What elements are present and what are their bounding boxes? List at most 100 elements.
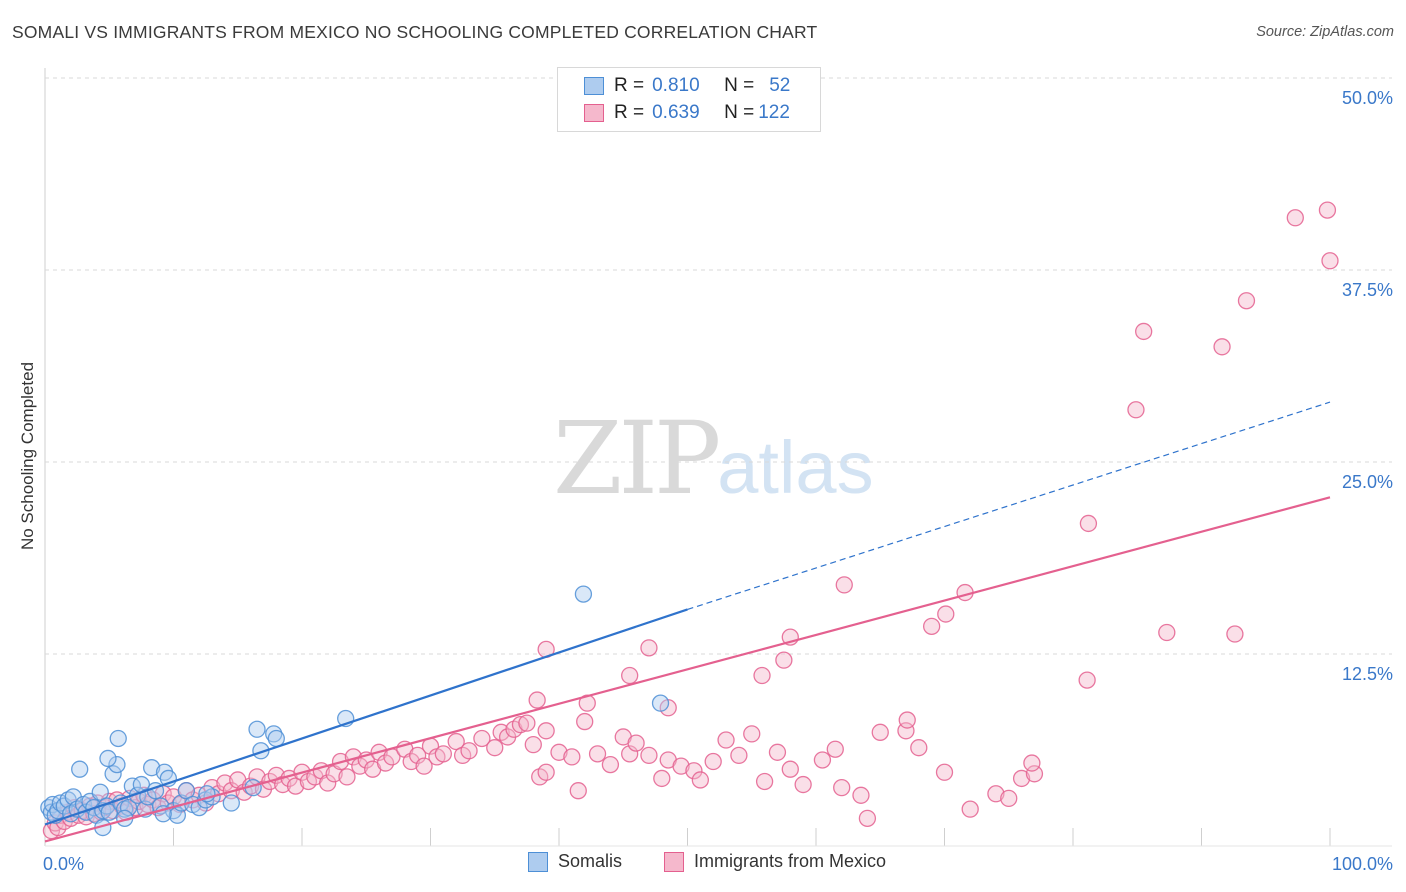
legend-label: Somalis	[558, 851, 623, 871]
mexico-point	[274, 775, 292, 794]
mexico-point	[528, 691, 546, 709]
somali-point	[222, 794, 240, 812]
somali-point	[265, 725, 283, 743]
mexico-point	[717, 731, 735, 749]
mexico-point	[460, 742, 478, 760]
mexico-point	[871, 723, 889, 741]
somali-point	[71, 760, 89, 778]
somali-point	[91, 783, 109, 801]
mexico-point	[653, 769, 671, 788]
mexico-point	[563, 748, 581, 766]
mexico-point	[408, 746, 427, 765]
somali-point	[109, 729, 127, 748]
source-label: Source: ZipAtlas.com	[1256, 24, 1394, 40]
mexico-point	[1127, 401, 1145, 419]
mexico-point	[898, 711, 916, 729]
chart-title: SOMALI VS IMMIGRANTS FROM MEXICO NO SCHO…	[12, 22, 818, 42]
watermark: ZIPatlas	[553, 400, 874, 517]
legend-row-somalis: R = 0.810 N = 52	[558, 73, 790, 99]
somali-point	[574, 585, 593, 603]
mexico-point	[1321, 252, 1339, 270]
mexico-point	[1226, 625, 1244, 643]
somali-point	[177, 782, 196, 800]
y-tick-label: 37.5%	[1342, 280, 1393, 300]
mexico-point	[1012, 769, 1031, 788]
mexico-point	[576, 712, 594, 731]
y-tick-label: 50.0%	[1342, 88, 1393, 108]
mexico-swatch	[584, 104, 604, 122]
mexico-point	[319, 774, 337, 792]
mexico-point	[640, 639, 658, 657]
mexico-point	[826, 740, 844, 758]
mexico-point	[537, 722, 555, 740]
mexico-point	[672, 757, 690, 775]
mexico-point	[1237, 292, 1256, 310]
mexico-point	[794, 775, 812, 794]
mexico-point	[434, 745, 453, 763]
mexico-point	[402, 752, 420, 771]
somali-point	[99, 749, 117, 768]
mexico-point	[621, 745, 639, 763]
mexico-point	[1023, 754, 1041, 772]
correlation-legend: R = 0.810 N = 52 R = 0.639 N = 122	[557, 67, 821, 132]
mexico-point	[755, 772, 774, 791]
mexico-point	[1213, 338, 1231, 356]
somali-point	[252, 742, 270, 760]
mexico-point	[537, 763, 555, 781]
n-value: 122	[758, 102, 790, 123]
series-legend: Somalis Immigrants from Mexico	[0, 851, 1406, 877]
mexico-point	[1158, 623, 1176, 642]
mexico-point	[691, 771, 709, 789]
mexico-point	[923, 617, 941, 636]
mexico-point	[550, 743, 568, 761]
legend-item-mexico[interactable]: Immigrants from Mexico	[664, 851, 886, 872]
somali-point	[143, 759, 161, 777]
mexico-point	[1286, 209, 1304, 227]
mexico-point	[833, 778, 851, 797]
r-label: R =	[614, 102, 645, 123]
legend-label: Immigrants from Mexico	[694, 851, 887, 871]
n-label: N =	[724, 75, 755, 96]
mexico-point	[910, 739, 928, 757]
somali-point	[59, 791, 77, 809]
mexico-point	[447, 732, 465, 751]
mexico-point	[621, 666, 639, 685]
mexico-point	[518, 714, 536, 732]
n-value: 52	[769, 75, 791, 96]
r-value: 0.810	[652, 75, 700, 96]
mexico-trend-line	[44, 496, 1331, 843]
somalis-swatch	[528, 851, 548, 872]
mexico-point	[1078, 671, 1096, 689]
r-label: R =	[614, 75, 645, 96]
x-tick-label: 100.0%	[1332, 854, 1393, 874]
mexico-point	[935, 763, 954, 781]
mexico-point	[601, 755, 620, 774]
mexico-point	[1079, 514, 1098, 533]
somali-trend-extension	[687, 401, 1331, 611]
mexico-point	[286, 777, 305, 795]
mexico-point	[1025, 765, 1044, 783]
mexico-point	[376, 754, 395, 772]
mexico-point	[987, 785, 1005, 803]
mexico-point	[627, 734, 645, 752]
n-label: N =	[724, 102, 755, 123]
mexico-point	[858, 809, 877, 828]
mexico-point	[961, 800, 979, 818]
mexico-point	[1000, 789, 1018, 808]
mexico-point	[338, 768, 356, 786]
legend-item-somalis[interactable]: Somalis	[528, 851, 622, 872]
mexico-point	[768, 743, 787, 761]
mexico-point	[415, 757, 433, 775]
somali-point	[119, 798, 138, 817]
somali-point	[248, 720, 266, 738]
somali-trend-line	[44, 608, 688, 826]
mexico-point	[588, 745, 607, 763]
mexico-point	[813, 751, 832, 769]
mexico-point	[835, 576, 853, 594]
mexico-point	[524, 735, 542, 754]
mexico-point	[511, 716, 530, 734]
mexico-point	[704, 752, 722, 771]
mexico-point	[569, 782, 587, 800]
mexico-point	[852, 786, 870, 804]
